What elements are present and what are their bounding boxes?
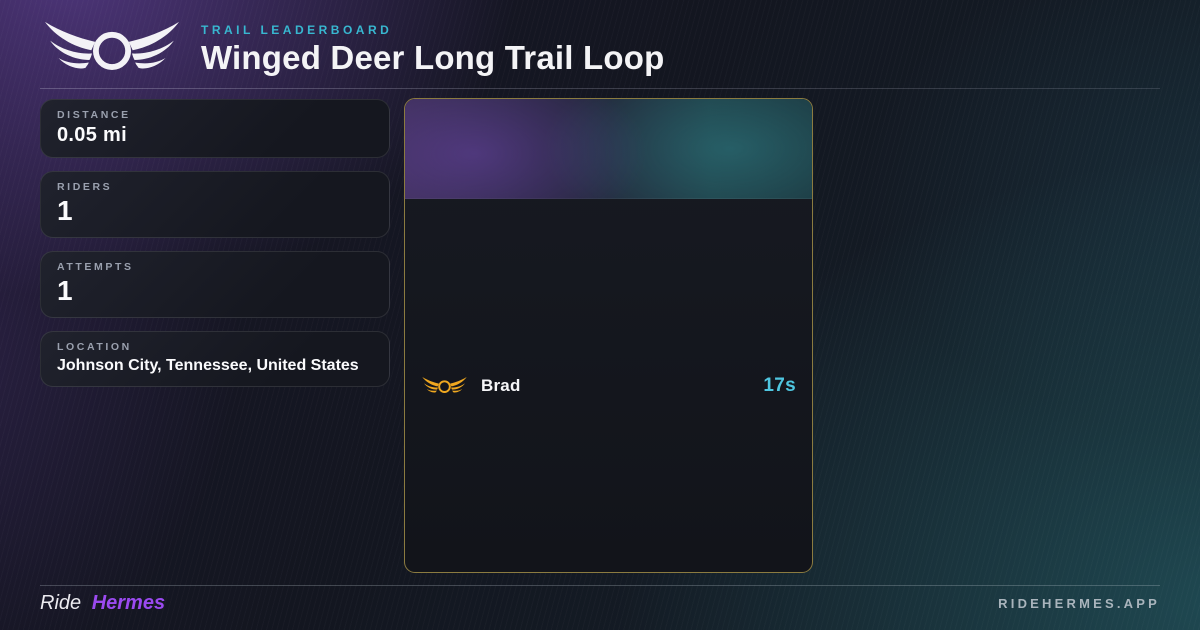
brand-ride: Ride xyxy=(40,592,82,614)
brand-hermes: Hermes xyxy=(91,592,166,614)
stat-card-riders: RIDERS 1 xyxy=(40,171,390,238)
rider-time: 17s xyxy=(763,374,796,396)
stat-value: Johnson City, Tennessee, United States xyxy=(57,357,359,374)
leaderboard-banner xyxy=(405,99,812,199)
header: TRAIL LEADERBOARD Winged Deer Long Trail… xyxy=(38,20,664,78)
rider-name: Brad xyxy=(481,375,521,395)
hermes-wings-logo-icon xyxy=(38,20,186,78)
stats-column: DISTANCE 0.05 mi RIDERS 1 ATTEMPTS 1 LOC… xyxy=(40,99,390,387)
wings-badge-icon xyxy=(421,376,468,396)
stat-value: 0.05 mi xyxy=(57,124,127,146)
stat-value: 1 xyxy=(57,195,73,226)
footer-site-url: RIDEHERMES.APP xyxy=(998,596,1160,611)
header-text: TRAIL LEADERBOARD Winged Deer Long Trail… xyxy=(201,23,664,76)
footer-brand: Ride Hermes xyxy=(40,591,165,615)
stat-label: LOCATION xyxy=(57,341,132,353)
stat-label: DISTANCE xyxy=(57,109,131,121)
leaderboard-row: Brad 17s xyxy=(405,362,812,410)
stat-card-location: LOCATION Johnson City, Tennessee, United… xyxy=(40,331,390,387)
page-title: Winged Deer Long Trail Loop xyxy=(201,38,665,76)
stat-card-distance: DISTANCE 0.05 mi xyxy=(40,99,390,158)
stat-card-attempts: ATTEMPTS 1 xyxy=(40,251,390,318)
stat-label: RIDERS xyxy=(57,181,113,193)
stat-value: 1 xyxy=(57,275,73,306)
eyebrow-label: TRAIL LEADERBOARD xyxy=(201,22,393,37)
stat-label: ATTEMPTS xyxy=(57,261,134,273)
leaderboard-card: Brad 17s xyxy=(404,98,813,573)
footer-divider xyxy=(40,585,1160,586)
leaderboard-body: Brad 17s xyxy=(405,199,812,572)
header-divider xyxy=(40,88,1160,89)
